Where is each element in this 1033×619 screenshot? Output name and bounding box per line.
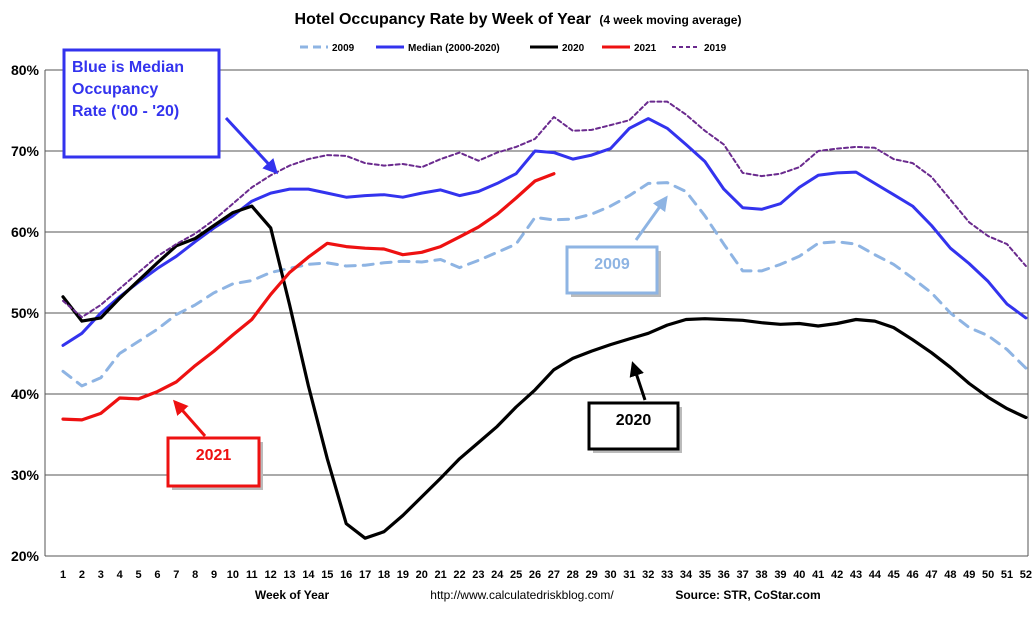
annotation-text: Occupancy — [72, 81, 158, 98]
series-line-2020 — [61, 204, 1028, 540]
series-lines — [61, 100, 1028, 540]
x-tick-label: 45 — [888, 569, 900, 581]
x-tick-label: 2 — [79, 569, 85, 581]
x-tick-label: 23 — [472, 569, 484, 581]
x-tick-label: 19 — [397, 569, 409, 581]
legend-label: 2009 — [332, 43, 355, 54]
y-tick-label: 20% — [11, 548, 40, 564]
x-tick-label: 8 — [192, 569, 198, 581]
x-tick-label: 33 — [661, 569, 673, 581]
source-url: http://www.calculatedriskblog.com/ — [430, 588, 614, 602]
arrow-2009 — [634, 195, 668, 241]
x-tick-label: 41 — [812, 569, 824, 581]
x-tick-label: 18 — [378, 569, 390, 581]
x-tick-label: 3 — [98, 569, 104, 581]
y-tick-label: 30% — [11, 467, 40, 483]
x-tick-label: 36 — [718, 569, 730, 581]
x-tick-label: 38 — [755, 569, 767, 581]
x-tick-label: 17 — [359, 569, 371, 581]
label-2021: 2021 — [166, 436, 263, 490]
x-tick-label: 51 — [1001, 569, 1013, 581]
x-tick-label: 48 — [944, 569, 956, 581]
x-tick-label: 13 — [283, 569, 295, 581]
annotation-text: 2009 — [594, 256, 630, 273]
x-tick-label: 15 — [321, 569, 333, 581]
x-tick-label: 4 — [117, 569, 124, 581]
legend-label: 2021 — [634, 43, 657, 54]
x-tick-label: 37 — [737, 569, 749, 581]
arrow-2021 — [173, 399, 207, 437]
x-tick-label: 44 — [869, 569, 882, 581]
x-tick-label: 22 — [453, 569, 465, 581]
y-tick-label: 60% — [11, 224, 40, 240]
x-tick-label: 1 — [60, 569, 66, 581]
x-tick-label: 34 — [680, 569, 693, 581]
x-axis-label: Week of Year — [255, 588, 330, 602]
chart-title: Hotel Occupancy Rate by Week of Year (4 … — [295, 11, 742, 28]
series-line-2021 — [61, 172, 556, 422]
label-2020: 2020 — [587, 401, 682, 453]
series-line-2019 — [62, 100, 1027, 319]
x-tick-label: 20 — [416, 569, 428, 581]
x-tick-label: 24 — [491, 569, 504, 581]
legend-label: 2019 — [704, 43, 727, 54]
x-tick-label: 42 — [831, 569, 843, 581]
x-tick-label: 14 — [302, 569, 315, 581]
x-tick-label: 30 — [604, 569, 616, 581]
y-tick-label: 80% — [11, 62, 40, 78]
series-line-median-2000-2020 — [61, 117, 1028, 347]
x-tick-label: 25 — [510, 569, 522, 581]
x-tick-label: 16 — [340, 569, 352, 581]
annotation-box — [587, 401, 680, 451]
x-tick-label: 6 — [154, 569, 160, 581]
x-tick-label: 29 — [586, 569, 598, 581]
axes: 20%30%40%50%60%70%80%1 2 3 4 5 6 7 8 9 10 11 12 13 14… — [11, 62, 1032, 581]
x-tick-label: 43 — [850, 569, 862, 581]
x-tick-label: 10 — [227, 569, 239, 581]
x-tick-label: 39 — [774, 569, 786, 581]
x-tick-label: 5 — [135, 569, 141, 581]
annotation-text: Rate ('00 - '20) — [72, 103, 179, 120]
x-tick-label: 52 — [1020, 569, 1032, 581]
x-tick-label: 26 — [529, 569, 541, 581]
x-tick-label: 12 — [265, 569, 277, 581]
annotation-text: 2020 — [616, 412, 652, 429]
x-tick-label: 46 — [906, 569, 918, 581]
y-tick-label: 50% — [11, 305, 40, 321]
x-tick-label: 35 — [699, 569, 711, 581]
annotation-text: Blue is Median — [72, 59, 184, 76]
label-2009: 2009 — [565, 245, 661, 297]
median-arrow — [224, 116, 279, 175]
chart-subtitle: (4 week moving average) — [599, 13, 741, 27]
annotation-box — [62, 48, 221, 159]
x-tick-label: 11 — [246, 569, 258, 581]
x-tick-label: 47 — [925, 569, 937, 581]
annotation-box — [166, 436, 261, 488]
x-tick-label: 32 — [642, 569, 654, 581]
chart-title-main: Hotel Occupancy Rate by Week of Year — [295, 11, 591, 28]
legend-label: Median (2000-2020) — [408, 43, 500, 54]
x-tick-label: 50 — [982, 569, 994, 581]
series-line-2009 — [61, 181, 1028, 388]
annotation-box — [565, 245, 659, 295]
annotations: Blue is Median Occupancy Rate ('00 - '20) 2… — [62, 48, 682, 490]
y-tick-label: 40% — [11, 386, 40, 402]
legend: 2009 Median (2000-2020) 2020 2021 2019 — [300, 43, 727, 54]
y-tick-label: 70% — [11, 143, 40, 159]
x-tick-label: 49 — [963, 569, 975, 581]
x-tick-label: 9 — [211, 569, 217, 581]
arrow-2020 — [629, 361, 647, 401]
blue-median-note: Blue is Median Occupancy Rate ('00 - '20) — [62, 48, 221, 159]
x-tick-label: 7 — [173, 569, 179, 581]
x-tick-label: 31 — [623, 569, 635, 581]
x-tick-label: 27 — [548, 569, 560, 581]
annotation-text: 2021 — [196, 447, 232, 464]
legend-label: 2020 — [562, 43, 585, 54]
x-tick-label: 40 — [793, 569, 805, 581]
x-tick-label: 21 — [434, 569, 446, 581]
x-tick-label: 28 — [567, 569, 579, 581]
source-credit: Source: STR, CoStar.com — [675, 588, 820, 602]
